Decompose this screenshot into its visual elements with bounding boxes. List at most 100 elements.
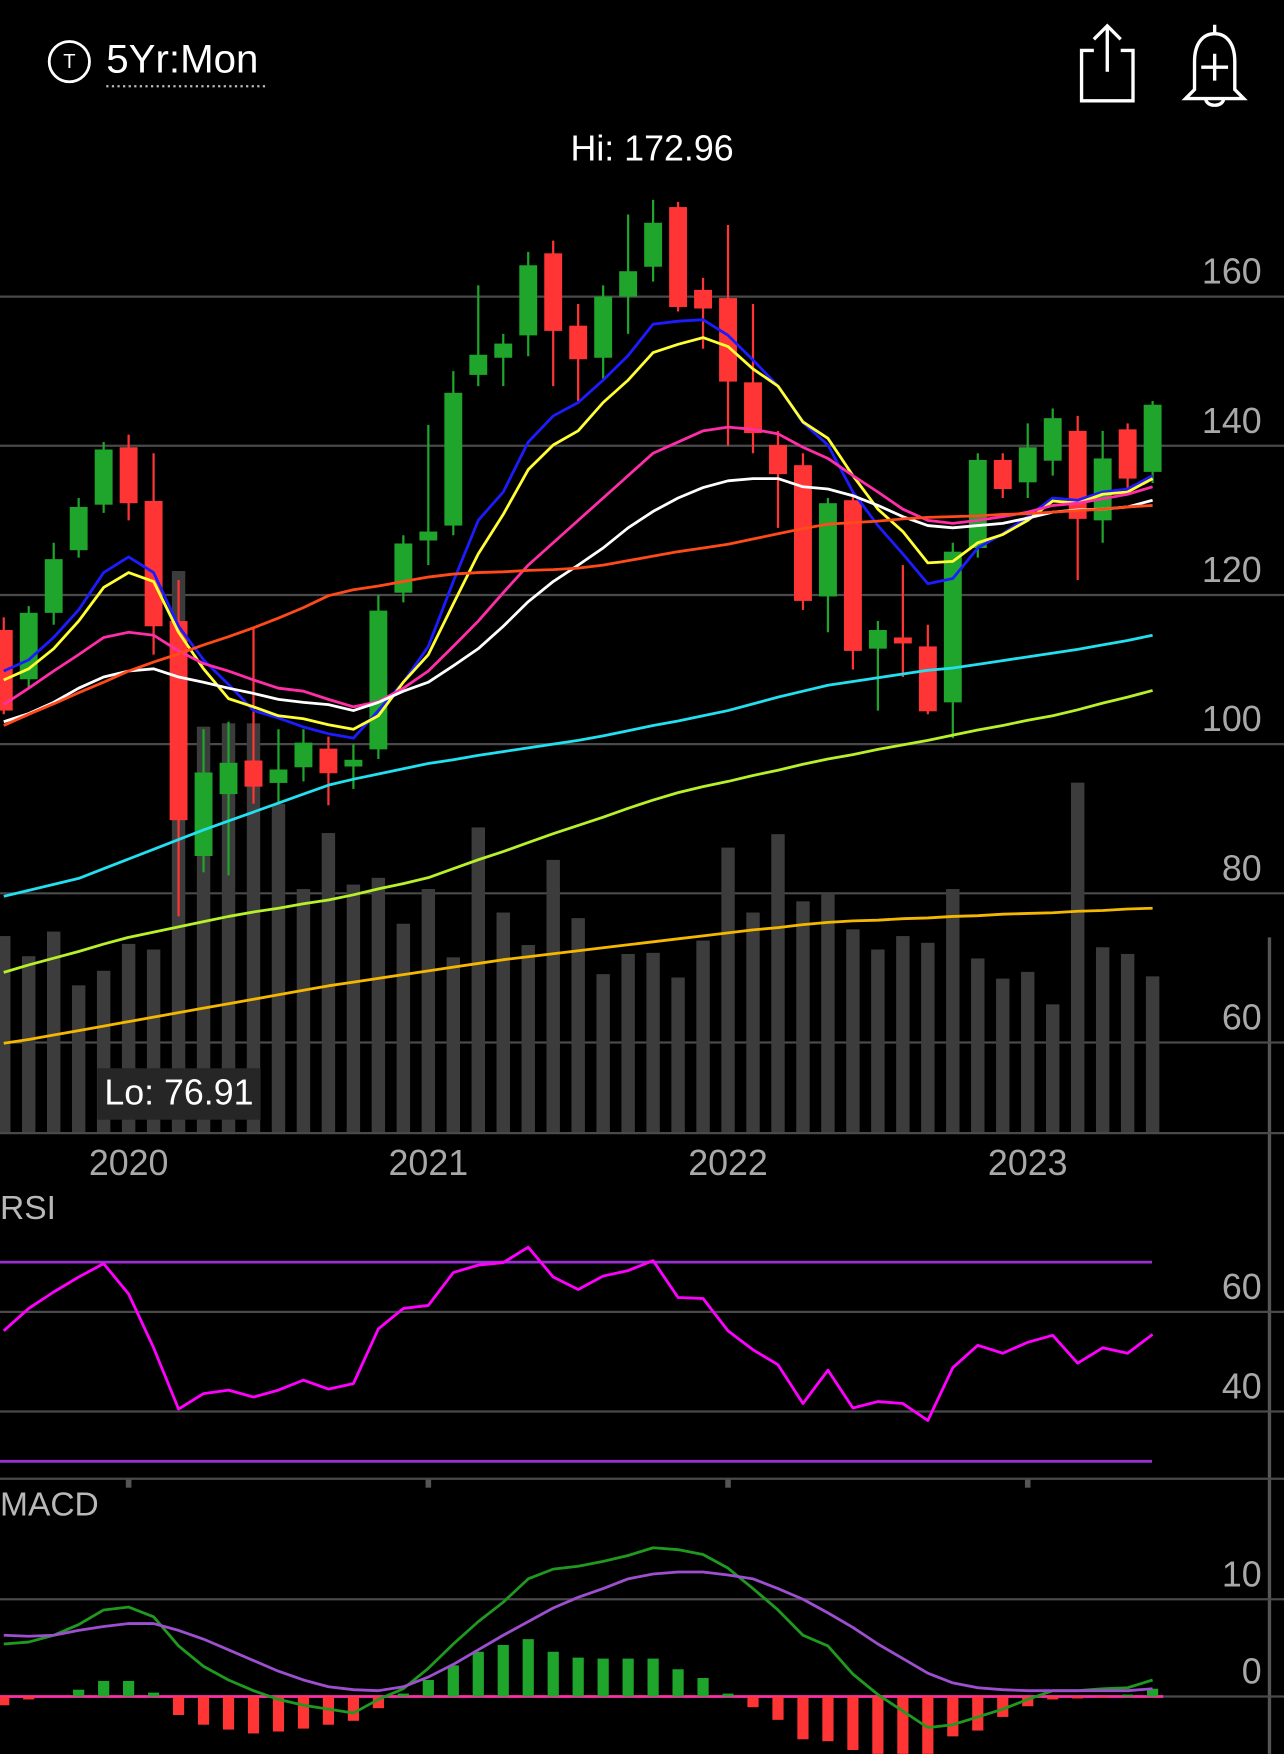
candle-body <box>169 621 188 821</box>
volume-bar <box>271 803 286 1133</box>
y-tick-label: 60 <box>1222 998 1262 1038</box>
volume-bar <box>921 942 935 1133</box>
histogram-bar <box>1022 1696 1034 1707</box>
histogram-bar <box>1122 1694 1134 1697</box>
indicator-line <box>3 633 1153 898</box>
alert-button[interactable] <box>1181 24 1248 107</box>
candle-body <box>594 296 613 358</box>
histogram-bar <box>23 1696 35 1700</box>
candle-body <box>44 559 63 613</box>
volume-bar <box>521 945 535 1133</box>
candle-body <box>194 772 213 857</box>
volume-bar <box>446 957 461 1133</box>
x-tick-label: 2022 <box>688 1143 768 1183</box>
volume-bar <box>371 877 386 1133</box>
volume-bar <box>1095 947 1110 1133</box>
histogram-bar <box>272 1696 285 1732</box>
timeframe-label[interactable]: 5Yr:Mon <box>106 36 258 81</box>
candle-body <box>394 543 413 593</box>
candle-body <box>1043 418 1062 461</box>
candle-body <box>219 762 238 795</box>
volume-bar <box>1120 953 1135 1133</box>
candle-body <box>1093 458 1112 521</box>
volume-bar <box>671 977 685 1133</box>
y-tick-label: 160 <box>1202 252 1262 292</box>
indicator-line <box>3 336 1154 731</box>
candle-body <box>818 503 837 597</box>
volume-bar <box>71 985 86 1133</box>
candle-body <box>1143 404 1162 472</box>
candle-body <box>868 630 887 649</box>
histogram-bar <box>647 1658 659 1697</box>
candle-body <box>494 343 513 358</box>
y-tick-label: 120 <box>1202 550 1262 590</box>
candle-body <box>419 531 438 541</box>
indicator-line <box>2 425 1154 709</box>
histogram-bar <box>1097 1696 1109 1698</box>
histogram-bar <box>672 1669 684 1697</box>
histogram-bar <box>472 1651 484 1697</box>
volume-bar <box>296 889 311 1133</box>
volume-bar <box>721 847 735 1133</box>
candle-body <box>569 325 588 360</box>
histogram-bar <box>372 1696 384 1709</box>
histogram-bar <box>222 1696 235 1730</box>
indicator-line <box>3 689 1153 974</box>
bell-icon <box>1181 24 1248 101</box>
histogram-bar <box>947 1696 959 1737</box>
x-tick-label: 2021 <box>389 1143 469 1183</box>
histogram-bar <box>722 1693 734 1697</box>
histogram-bar <box>797 1696 809 1740</box>
share-button[interactable] <box>1079 23 1135 103</box>
histogram-bar <box>98 1680 110 1697</box>
timeframe-selector[interactable]: T 5Yr:Mon <box>47 36 268 88</box>
volume-bar <box>246 723 261 1133</box>
volume-bar <box>621 953 635 1133</box>
volume-bar <box>1021 971 1035 1133</box>
share-icon-box <box>1079 48 1135 103</box>
indicator-line <box>2 1245 1154 1422</box>
volume-bar <box>471 827 485 1133</box>
histogram-bar <box>697 1678 709 1697</box>
indicator-line <box>3 1570 1153 1693</box>
candle-body <box>269 769 288 783</box>
candle-body <box>119 447 138 504</box>
bell-clapper <box>1204 98 1226 107</box>
volume-bar <box>746 912 760 1133</box>
histogram-bar <box>897 1696 909 1754</box>
candle-body <box>69 506 88 551</box>
pane-title: MACD <box>0 1487 99 1524</box>
volume-bar <box>846 929 860 1133</box>
histogram-bar <box>172 1696 185 1715</box>
histogram-bar <box>847 1696 859 1750</box>
histogram-bar <box>422 1679 434 1697</box>
candle-body <box>893 637 912 644</box>
candle-body <box>544 253 563 331</box>
y-tick-label: 140 <box>1202 401 1262 441</box>
candle-body <box>644 222 663 267</box>
x-tick-label: 2023 <box>988 1143 1068 1183</box>
volume-bar <box>346 884 361 1133</box>
candle-body <box>519 265 538 336</box>
candle-body <box>968 459 987 548</box>
histogram-bar <box>322 1696 335 1725</box>
histogram-bar <box>597 1658 609 1697</box>
histogram-bar <box>922 1696 934 1754</box>
candle-body <box>1018 447 1037 483</box>
histogram-bar <box>1047 1696 1059 1700</box>
volume-bar <box>546 859 560 1133</box>
y-tick-label: 10 <box>1222 1554 1262 1594</box>
indicator-line <box>3 906 1153 1045</box>
histogram-bar <box>872 1696 884 1754</box>
volume-bar <box>496 912 510 1133</box>
volume-bar <box>1070 782 1085 1133</box>
candle-body <box>694 289 713 309</box>
histogram-bar <box>397 1693 409 1697</box>
volume-bar <box>596 974 610 1133</box>
bell-plus <box>1201 53 1229 81</box>
share-icon-arrow <box>1092 23 1122 72</box>
y-tick-label: 60 <box>1222 1267 1262 1307</box>
candle-body <box>918 646 937 712</box>
volume-bar <box>221 723 236 1133</box>
